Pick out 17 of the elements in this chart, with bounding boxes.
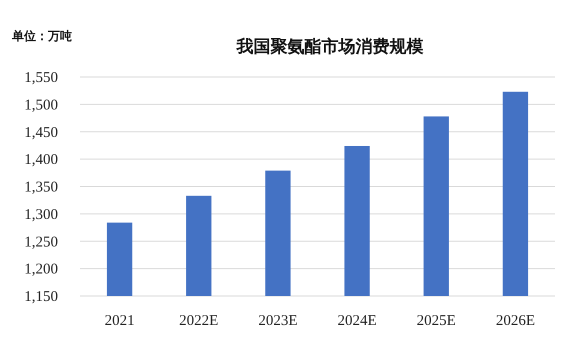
x-tick-label: 2021	[104, 313, 135, 329]
x-tick-label: 2022E	[179, 313, 218, 329]
y-tick-label: 1,400	[24, 152, 58, 168]
x-tick-label: 2023E	[258, 313, 298, 329]
y-tick-label: 1,300	[24, 206, 58, 223]
y-tick-label: 1,450	[24, 124, 58, 141]
chart-title: 我国聚氨酯市场消费规模	[236, 37, 424, 57]
y-tick-label: 1,350	[24, 180, 58, 196]
x-tick-label: 2026E	[496, 313, 536, 329]
y-tick-label: 1,250	[24, 234, 58, 250]
x-tick-label: 2024E	[337, 313, 377, 329]
y-tick-label: 1,500	[24, 97, 58, 114]
y-tick-label: 1,550	[24, 70, 58, 86]
y-tick-label: 1,150	[24, 289, 58, 305]
text: 单位：万吨	[11, 29, 72, 43]
x-tick-label: 2025E	[416, 313, 456, 329]
y-tick-label: 1,200	[24, 262, 58, 278]
